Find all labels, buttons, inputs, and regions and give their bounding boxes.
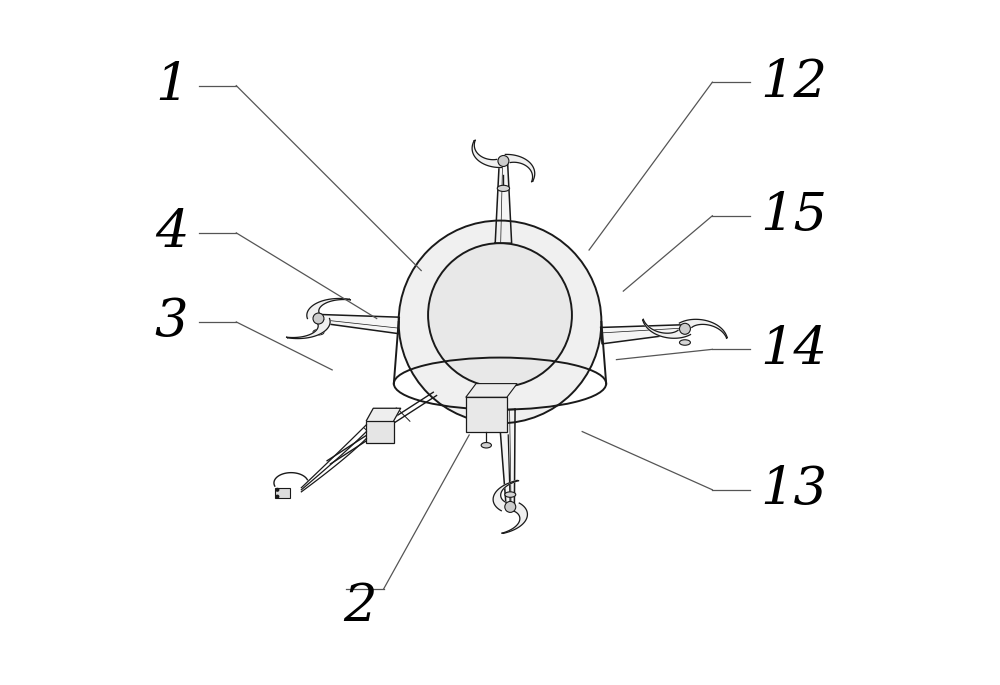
- Circle shape: [275, 488, 279, 492]
- Circle shape: [498, 155, 509, 166]
- Circle shape: [313, 313, 324, 324]
- Text: 15: 15: [760, 190, 827, 241]
- Polygon shape: [307, 299, 350, 319]
- Polygon shape: [318, 314, 399, 334]
- Circle shape: [679, 323, 690, 334]
- Ellipse shape: [313, 329, 324, 335]
- Text: 1: 1: [155, 60, 188, 111]
- Ellipse shape: [679, 340, 690, 345]
- Ellipse shape: [481, 443, 491, 448]
- Text: 12: 12: [760, 57, 827, 108]
- Ellipse shape: [399, 221, 601, 423]
- Bar: [466, 397, 507, 432]
- Polygon shape: [601, 325, 685, 344]
- Circle shape: [505, 501, 516, 512]
- Polygon shape: [502, 503, 527, 534]
- Polygon shape: [366, 408, 401, 421]
- Polygon shape: [679, 319, 727, 338]
- Polygon shape: [643, 319, 691, 338]
- Polygon shape: [287, 319, 330, 338]
- Bar: [275, 488, 290, 498]
- Text: 13: 13: [760, 464, 827, 515]
- Text: 4: 4: [155, 208, 188, 258]
- Polygon shape: [495, 161, 512, 243]
- Polygon shape: [499, 410, 515, 507]
- Polygon shape: [472, 140, 502, 168]
- Text: 2: 2: [343, 581, 377, 632]
- Circle shape: [275, 495, 279, 499]
- Polygon shape: [466, 384, 517, 397]
- Polygon shape: [505, 154, 535, 182]
- Polygon shape: [493, 480, 518, 511]
- Ellipse shape: [505, 492, 516, 497]
- Text: 14: 14: [760, 324, 827, 375]
- Text: 3: 3: [155, 297, 188, 347]
- Bar: [366, 421, 394, 443]
- Ellipse shape: [497, 186, 510, 191]
- Ellipse shape: [428, 243, 572, 387]
